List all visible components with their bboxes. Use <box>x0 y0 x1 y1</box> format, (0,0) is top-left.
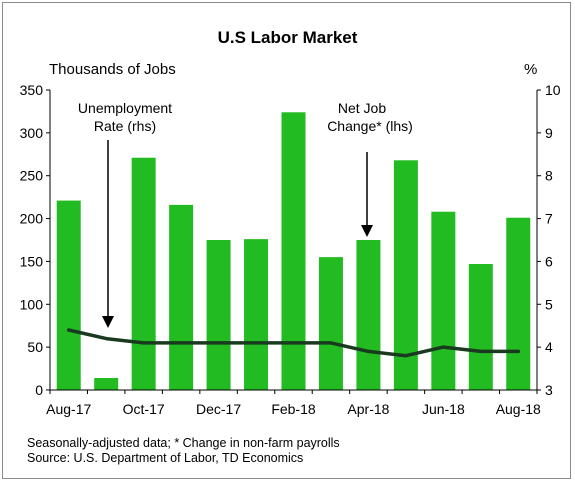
annotation-unemployment-line1: Unemployment <box>78 100 172 116</box>
right-tick-label-3: 3 <box>545 382 553 398</box>
line-series <box>66 328 521 358</box>
left-tick-label-300: 300 <box>20 125 44 141</box>
x-tick-label-Jun-18: Jun-18 <box>422 401 465 417</box>
bar-series <box>56 112 531 391</box>
bar-Oct-17 <box>131 157 156 390</box>
right-tick-label-9: 9 <box>545 125 553 141</box>
left-tick-label-350: 350 <box>20 82 44 98</box>
right-tick-label-7: 7 <box>545 211 553 227</box>
annotation-netjob-arrow-head <box>361 225 373 237</box>
footnote-2: Source: U.S. Department of Labor, TD Eco… <box>27 451 304 465</box>
bar-Aug-18 <box>506 217 531 390</box>
bar-Mar-18 <box>318 257 343 390</box>
unemployment-rate-line <box>66 328 521 358</box>
bar-Feb-18 <box>281 112 306 391</box>
annotation-netjob-line1: Net Job <box>338 100 386 116</box>
x-tick-label-Oct-17: Oct-17 <box>123 401 165 417</box>
x-tick-label-Feb-18: Feb-18 <box>271 401 316 417</box>
bar-Jan-18 <box>244 239 269 390</box>
axes: 0 50 100 150 200 250 300 350 3 4 5 6 7 8 9 10 Aug-17 Oct-… <box>20 82 561 417</box>
annotations: Unemployment Rate (rhs) Net Job Change* (lh… <box>78 100 413 328</box>
right-tick-label-6: 6 <box>545 253 553 269</box>
left-tick-label-200: 200 <box>20 211 44 227</box>
x-tick-label-Dec-17: Dec-17 <box>196 401 241 417</box>
annotation-unemployment-line2: Rate (rhs) <box>94 118 156 134</box>
bar-May-18 <box>393 160 418 390</box>
right-tick-label-4: 4 <box>545 339 553 355</box>
left-tick-label-250: 250 <box>20 168 44 184</box>
right-tick-label-5: 5 <box>545 296 553 312</box>
x-tick-label-Aug-17: Aug-17 <box>46 401 91 417</box>
bar-Sep-17 <box>94 378 119 390</box>
left-tick-label-100: 100 <box>20 296 44 312</box>
annotation-unemployment-arrow-head <box>102 316 114 328</box>
bar-Jun-18 <box>431 211 456 390</box>
right-axis-label: % <box>524 61 538 78</box>
bar-Nov-17 <box>169 204 194 390</box>
right-tick-label-10: 10 <box>545 82 561 98</box>
left-tick-label-50: 50 <box>27 339 43 355</box>
x-tick-label-Aug-18: Aug-18 <box>496 401 541 417</box>
annotation-netjob-line2: Change* (lhs) <box>327 118 413 134</box>
right-tick-label-8: 8 <box>545 168 553 184</box>
bar-Aug-17 <box>56 200 81 390</box>
left-tick-label-150: 150 <box>20 253 44 269</box>
bar-Apr-18 <box>356 240 381 390</box>
x-tick-label-Apr-18: Apr-18 <box>347 401 389 417</box>
left-tick-label-0: 0 <box>35 382 43 398</box>
footnote-1: Seasonally-adjusted data; * Change in no… <box>27 436 340 450</box>
bar-Dec-17 <box>206 240 231 390</box>
bar-Jul-18 <box>468 264 493 390</box>
left-axis-label: Thousands of Jobs <box>49 61 176 78</box>
chart-title: U.S Labor Market <box>217 28 358 47</box>
